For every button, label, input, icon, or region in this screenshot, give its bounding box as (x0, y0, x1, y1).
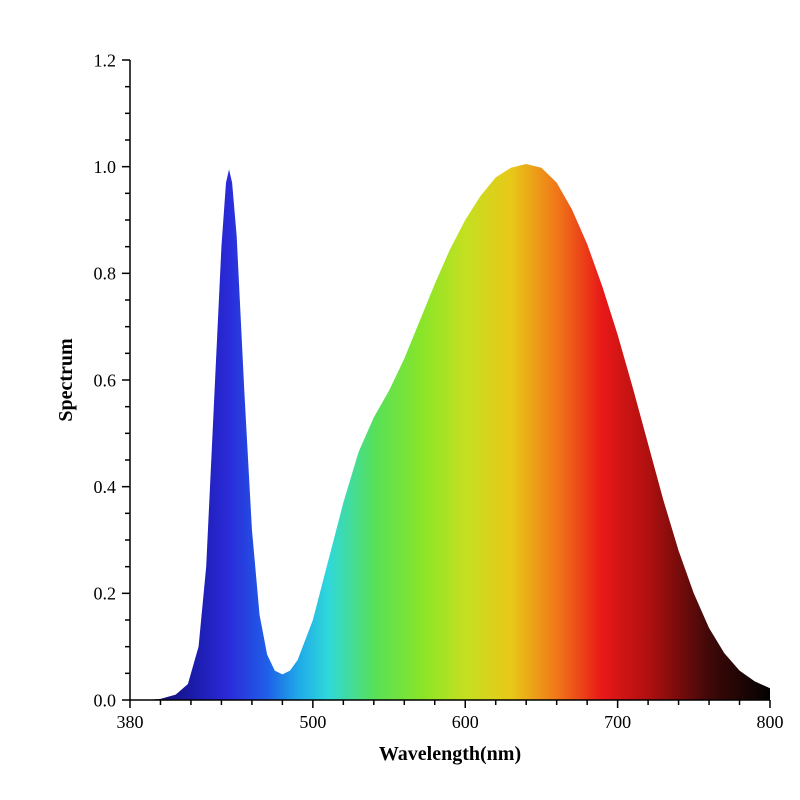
y-tick-label: 0.0 (94, 690, 117, 710)
x-axis-label: Wavelength(nm) (379, 743, 521, 765)
x-tick-label: 380 (117, 712, 144, 732)
spectrum-chart: 380 500 600 700 800 0.0 0.2 0.4 0.6 0.8 1.0 1.2 Wa… (0, 0, 800, 800)
x-tick-label: 700 (604, 712, 631, 732)
y-axis-label: Spectrum (55, 338, 77, 422)
y-tick-label: 0.6 (94, 370, 117, 390)
y-tick-label: 0.4 (94, 477, 117, 497)
y-tick-label: 0.2 (94, 584, 117, 604)
y-tick-label: 0.8 (94, 264, 117, 284)
x-tick-label: 500 (299, 712, 326, 732)
y-tick-label: 1.0 (94, 157, 117, 177)
x-tick-label: 800 (757, 712, 784, 732)
y-tick-label: 1.2 (94, 50, 117, 70)
x-tick-label: 600 (452, 712, 479, 732)
